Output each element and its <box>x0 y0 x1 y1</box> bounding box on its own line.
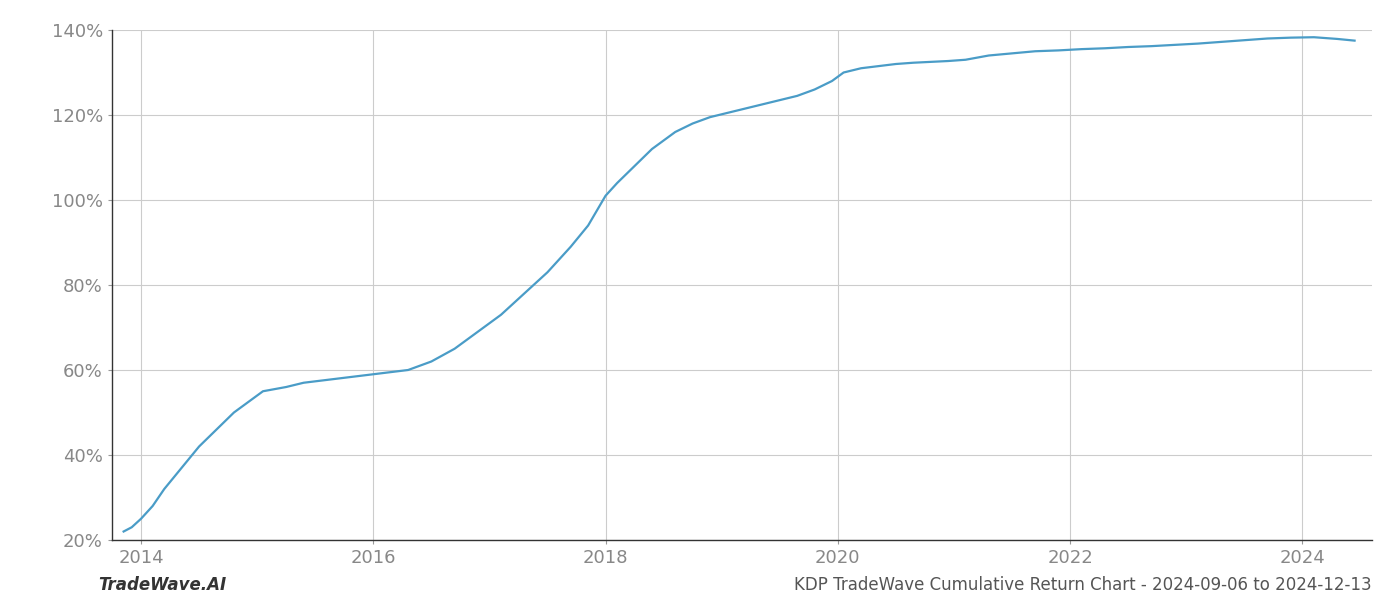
Text: KDP TradeWave Cumulative Return Chart - 2024-09-06 to 2024-12-13: KDP TradeWave Cumulative Return Chart - … <box>794 576 1372 594</box>
Text: TradeWave.AI: TradeWave.AI <box>98 576 227 594</box>
